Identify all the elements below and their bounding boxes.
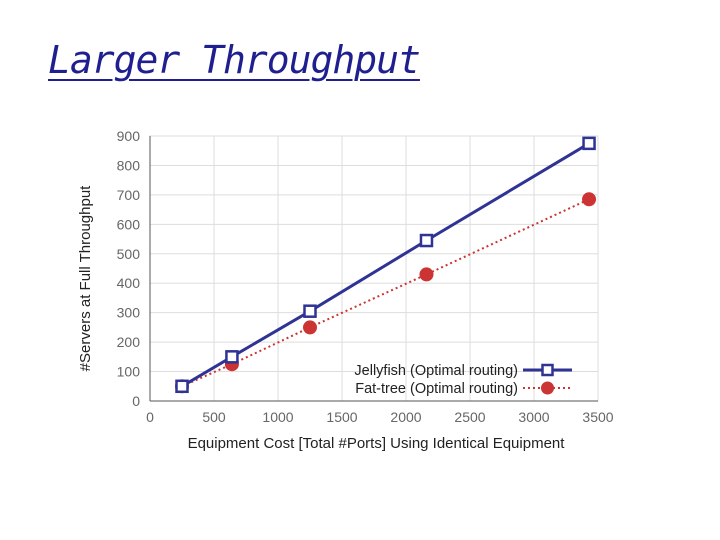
x-tick-label: 3500	[582, 409, 613, 425]
throughput-chart: 0 500 1000 1500 2000 2500 3000 3500 0 100 200 300 40…	[77, 128, 614, 452]
fattree-point	[582, 192, 597, 207]
fattree-point	[419, 267, 434, 282]
legend: Jellyfish (Optimal routing) Fat-tree (Opt…	[354, 363, 572, 397]
y-tick-label: 300	[117, 305, 141, 321]
y-tick-label: 500	[117, 246, 141, 262]
x-tick-label: 3000	[518, 409, 549, 425]
series-layer	[175, 136, 597, 394]
y-tick-label: 100	[117, 364, 141, 380]
y-axis-label: #Servers at Full Throughput	[77, 185, 94, 371]
y-tick-label: 900	[117, 128, 141, 144]
y-tick-label: 200	[117, 334, 141, 350]
legend-marker-fattree	[541, 381, 554, 395]
grid-lines	[149, 135, 599, 402]
jellyfish-point	[175, 379, 189, 394]
y-tick-label: 700	[117, 187, 141, 203]
jellyfish-point	[225, 350, 239, 364]
x-axis-label: Equipment Cost [Total #Ports] Using Iden…	[188, 435, 566, 452]
jellyfish-point	[419, 233, 434, 248]
jellyfish-point	[582, 136, 596, 151]
x-tick-label: 1500	[326, 409, 357, 425]
axes: 0 500 1000 1500 2000 2500 3000 3500 0 100 200 300 40…	[117, 128, 614, 425]
x-tick-label: 2000	[390, 409, 421, 425]
jellyfish-point	[303, 304, 317, 318]
x-tick-label: 0	[146, 409, 154, 425]
fattree-point	[303, 320, 317, 335]
x-tick-label: 2500	[454, 409, 485, 425]
legend-label-jellyfish: Jellyfish (Optimal routing)	[354, 363, 518, 379]
series-line-jellyfish	[181, 142, 590, 388]
y-tick-label: 800	[117, 157, 141, 173]
series-line-fattree	[181, 198, 590, 388]
x-tick-label: 500	[202, 409, 226, 425]
legend-marker-jellyfish	[541, 363, 554, 377]
plot-frame	[149, 135, 599, 402]
legend-label-fattree: Fat-tree (Optimal routing)	[355, 381, 518, 397]
x-tick-label: 1000	[262, 409, 293, 425]
y-tick-label: 400	[117, 275, 141, 291]
y-tick-label: 600	[117, 216, 141, 232]
y-tick-label: 0	[132, 393, 140, 409]
slide-title: Larger Throughput	[48, 38, 421, 82]
